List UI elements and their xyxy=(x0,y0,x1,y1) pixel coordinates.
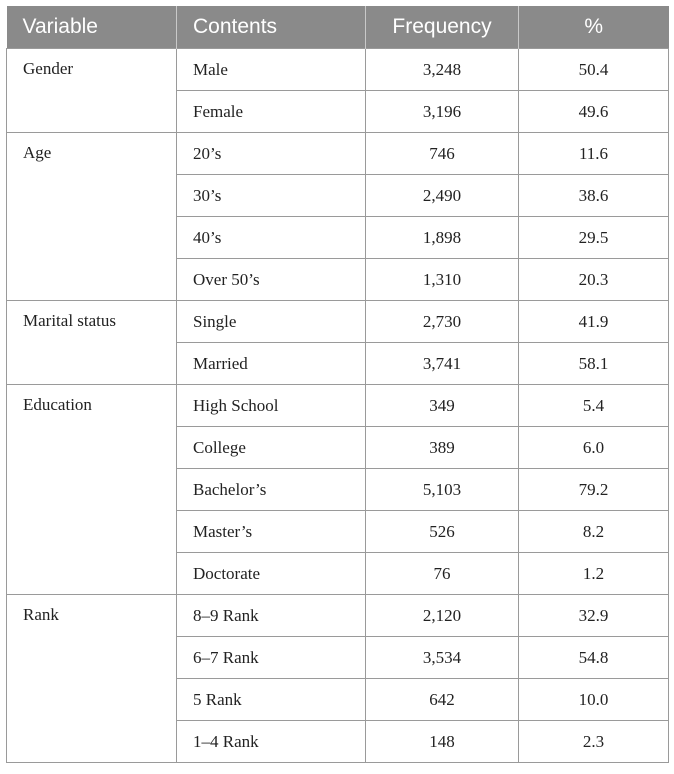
header-contents: Contents xyxy=(176,6,366,49)
contents-cell: Over 50’s xyxy=(176,258,366,301)
table-row: Over 50’s 1,310 20.3 xyxy=(7,258,669,301)
contents-cell: 5 Rank xyxy=(176,678,366,721)
percent-cell: 6.0 xyxy=(518,426,669,469)
table-row: Master’s 526 8.2 xyxy=(7,510,669,553)
header-variable: Variable xyxy=(6,6,177,49)
table-row: Bachelor’s 5,103 79.2 xyxy=(7,468,669,511)
table-body: Gender Male 3,248 50.4 Female 3,196 49.6 Age 20’… xyxy=(6,48,669,763)
contents-cell: Male xyxy=(176,48,366,91)
frequency-cell: 2,120 xyxy=(365,594,519,637)
percent-cell: 1.2 xyxy=(518,552,669,595)
frequency-cell: 1,898 xyxy=(365,216,519,259)
contents-cell: 8–9 Rank xyxy=(176,594,366,637)
table-row: Female 3,196 49.6 xyxy=(7,90,669,133)
frequency-cell: 642 xyxy=(365,678,519,721)
frequency-cell: 1,310 xyxy=(365,258,519,301)
table-row: 6–7 Rank 3,534 54.8 xyxy=(7,636,669,679)
percent-cell: 29.5 xyxy=(518,216,669,259)
frequency-cell: 2,490 xyxy=(365,174,519,217)
frequency-cell: 3,196 xyxy=(365,90,519,133)
contents-cell: Bachelor’s xyxy=(176,468,366,511)
table-header: Variable Contents Frequency % xyxy=(6,6,669,49)
percent-cell: 79.2 xyxy=(518,468,669,511)
frequency-cell: 3,534 xyxy=(365,636,519,679)
percent-cell: 11.6 xyxy=(518,132,669,175)
percent-cell: 58.1 xyxy=(518,342,669,385)
frequency-cell: 389 xyxy=(365,426,519,469)
frequency-cell: 3,248 xyxy=(365,48,519,91)
contents-cell: Single xyxy=(176,300,366,343)
demographics-table: Variable Contents Frequency % Gender Male… xyxy=(6,6,669,763)
percent-cell: 49.6 xyxy=(518,90,669,133)
variable-cell: Gender xyxy=(6,48,177,133)
contents-cell: 40’s xyxy=(176,216,366,259)
percent-cell: 32.9 xyxy=(518,594,669,637)
table-row: Rank 8–9 Rank 2,120 32.9 xyxy=(6,594,669,763)
frequency-cell: 349 xyxy=(365,384,519,427)
percent-cell: 38.6 xyxy=(518,174,669,217)
table-row: Marital status Single 2,730 41.9 xyxy=(6,300,669,385)
table-row: 5 Rank 642 10.0 xyxy=(7,678,669,721)
percent-cell: 54.8 xyxy=(518,636,669,679)
contents-cell: 20’s xyxy=(176,132,366,175)
variable-cell: Age xyxy=(6,132,177,301)
table-row: Age 20’s 746 11.6 xyxy=(6,132,669,301)
contents-cell: Female xyxy=(176,90,366,133)
variable-cell: Education xyxy=(6,384,177,595)
demographics-table-container: Variable Contents Frequency % Gender Male… xyxy=(6,6,669,763)
table-row: 1–4 Rank 148 2.3 xyxy=(7,720,669,763)
contents-cell: 1–4 Rank xyxy=(176,720,366,763)
table-row: Married 3,741 58.1 xyxy=(7,342,669,385)
contents-cell: 6–7 Rank xyxy=(176,636,366,679)
table-row: Gender Male 3,248 50.4 xyxy=(6,48,669,133)
table-row: College 389 6.0 xyxy=(7,426,669,469)
frequency-cell: 2,730 xyxy=(365,300,519,343)
frequency-cell: 5,103 xyxy=(365,468,519,511)
percent-cell: 10.0 xyxy=(518,678,669,721)
table-row: Doctorate 76 1.2 xyxy=(7,552,669,595)
table-row: Education High School 349 5.4 xyxy=(6,384,669,595)
header-frequency: Frequency xyxy=(365,6,519,49)
percent-cell: 20.3 xyxy=(518,258,669,301)
table-row: 30’s 2,490 38.6 xyxy=(7,174,669,217)
contents-cell: Doctorate xyxy=(176,552,366,595)
frequency-cell: 746 xyxy=(365,132,519,175)
frequency-cell: 526 xyxy=(365,510,519,553)
frequency-cell: 148 xyxy=(365,720,519,763)
table-row: 40’s 1,898 29.5 xyxy=(7,216,669,259)
percent-cell: 50.4 xyxy=(518,48,669,91)
contents-cell: 30’s xyxy=(176,174,366,217)
frequency-cell: 76 xyxy=(365,552,519,595)
percent-cell: 5.4 xyxy=(518,384,669,427)
variable-cell: Rank xyxy=(6,594,177,763)
variable-cell: Marital status xyxy=(6,300,177,385)
contents-cell: Married xyxy=(176,342,366,385)
header-percent: % xyxy=(518,6,669,49)
contents-cell: High School xyxy=(176,384,366,427)
contents-cell: Master’s xyxy=(176,510,366,553)
percent-cell: 41.9 xyxy=(518,300,669,343)
frequency-cell: 3,741 xyxy=(365,342,519,385)
percent-cell: 8.2 xyxy=(518,510,669,553)
contents-cell: College xyxy=(176,426,366,469)
percent-cell: 2.3 xyxy=(518,720,669,763)
header-row: Variable Contents Frequency % xyxy=(6,6,669,49)
